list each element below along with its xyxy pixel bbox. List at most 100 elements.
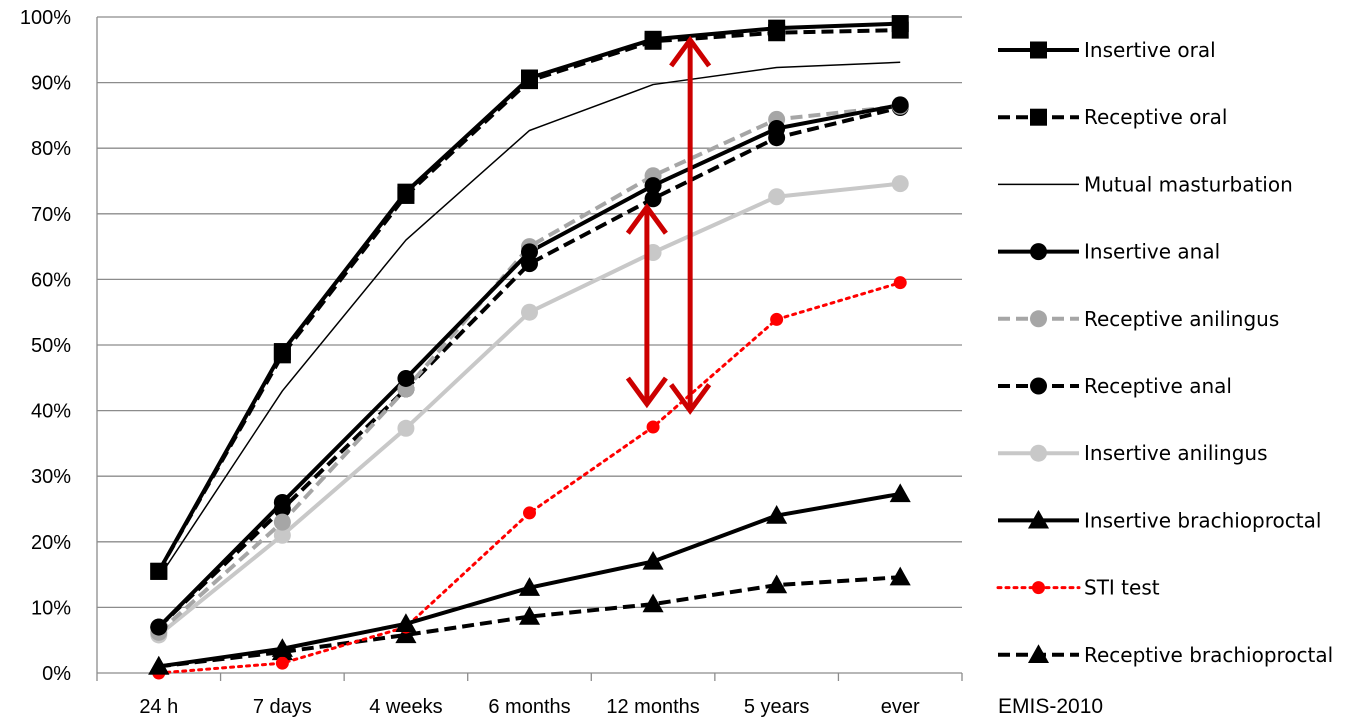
data-point [891, 96, 909, 114]
legend-entry: Insertive anilingus [998, 441, 1268, 465]
data-point [148, 655, 170, 675]
data-point [273, 526, 291, 544]
data-point [521, 243, 538, 261]
x-tick-label: 6 months [488, 696, 570, 718]
y-tick-labels: 0% 10% 20% 30% 40% 50% 60% 70% 80% 90% 100% [20, 7, 71, 685]
series-line [157, 102, 901, 629]
legend-marker [1030, 377, 1047, 395]
x-tick-label: 24 h [139, 696, 178, 718]
legend-entry: Mutual masturbation [998, 172, 1293, 196]
series-markers [148, 15, 911, 680]
legend-marker [1030, 310, 1047, 328]
legend-label: STI test [1084, 576, 1160, 600]
x-tick-label: 4 weeks [369, 696, 442, 718]
data-point [644, 177, 662, 195]
y-tick-label: 0% [42, 663, 71, 685]
double-arrow [669, 35, 712, 415]
double-arrow [625, 203, 668, 409]
arrow-head [625, 203, 668, 235]
y-tick-label: 40% [31, 401, 71, 423]
data-point [518, 606, 541, 625]
data-point [518, 577, 541, 596]
data-point [523, 506, 536, 520]
data-point [889, 566, 911, 586]
data-point [273, 513, 291, 531]
data-point [271, 638, 293, 657]
y-tick-label: 70% [31, 204, 71, 226]
legend-label: Insertive oral [1084, 38, 1216, 62]
data-point [642, 593, 664, 613]
y-tick-label: 50% [31, 335, 71, 357]
data-point [521, 303, 538, 321]
series-line [157, 28, 901, 573]
legend-entry: Receptive oral [998, 105, 1227, 129]
data-point [766, 505, 788, 524]
series-line [158, 61, 901, 579]
legend-marker [1030, 444, 1047, 462]
legend-entry: Insertive anal [998, 240, 1220, 264]
legend-entry: Receptive anal [998, 374, 1232, 398]
data-point [644, 190, 662, 208]
legend-marker [1030, 243, 1047, 261]
data-point [275, 656, 289, 670]
arrow-head [669, 383, 712, 415]
legend-label: Receptive anilingus [1084, 307, 1279, 331]
legend-label: Insertive anilingus [1084, 441, 1268, 465]
data-point [273, 343, 291, 361]
data-point [768, 120, 786, 138]
legend-marker [1027, 509, 1050, 529]
x-tick-label: 12 months [606, 696, 699, 718]
arrow-head [625, 376, 668, 409]
data-point [644, 30, 662, 48]
series-line [157, 105, 901, 629]
legend-label: Mutual masturbation [1084, 172, 1293, 196]
data-point [766, 574, 788, 594]
data-point [273, 493, 291, 511]
axes [96, 17, 963, 681]
arrow-head [669, 35, 712, 68]
legend: Insertive oral Receptive oral Mutual mastu… [996, 38, 1333, 667]
data-point [646, 420, 660, 434]
x-tick-labels: 24 h 7 days 4 weeks 6 months 12 months 5 year… [139, 696, 920, 718]
data-point [395, 613, 417, 632]
annotations [625, 35, 712, 415]
data-point [521, 255, 538, 273]
legend-entry: Receptive brachioproctal [998, 643, 1333, 667]
series-line [157, 104, 901, 634]
y-tick-label: 10% [31, 597, 71, 619]
data-point [770, 312, 784, 326]
x-tick-label: 5 years [744, 696, 810, 718]
legend-entry: STI test [996, 576, 1160, 600]
data-point [150, 562, 168, 580]
source-label: EMIS-2010 [998, 695, 1103, 718]
y-tick-label: 20% [31, 532, 71, 554]
legend-label: Receptive brachioproctal [1084, 643, 1333, 667]
y-tick-label: 100% [20, 7, 71, 29]
legend-marker [1027, 644, 1050, 663]
legend-entry: Insertive oral [998, 38, 1216, 62]
data-point [893, 276, 907, 290]
data-point [891, 175, 909, 193]
data-point [768, 188, 786, 206]
legend-entry: Receptive anilingus [998, 307, 1279, 331]
y-tick-label: 30% [31, 466, 71, 488]
y-tick-label: 60% [31, 269, 71, 291]
legend-label: Receptive oral [1084, 105, 1227, 129]
series-lines [157, 21, 902, 675]
y-tick-label: 90% [31, 73, 71, 95]
legend-marker [1030, 41, 1047, 59]
x-tick-label: ever [881, 696, 920, 718]
legend-marker [1032, 581, 1045, 595]
data-point [395, 624, 417, 644]
y-tick-label: 80% [31, 138, 71, 160]
data-point [397, 369, 415, 387]
data-point [521, 69, 538, 87]
legend-label: Receptive anal [1084, 374, 1232, 398]
series-line [157, 21, 901, 573]
x-tick-label: 7 days [253, 696, 312, 718]
legend-entry: Insertive brachioproctal [998, 508, 1321, 532]
data-point [889, 483, 911, 503]
data-point [891, 15, 909, 33]
data-point [397, 419, 415, 437]
